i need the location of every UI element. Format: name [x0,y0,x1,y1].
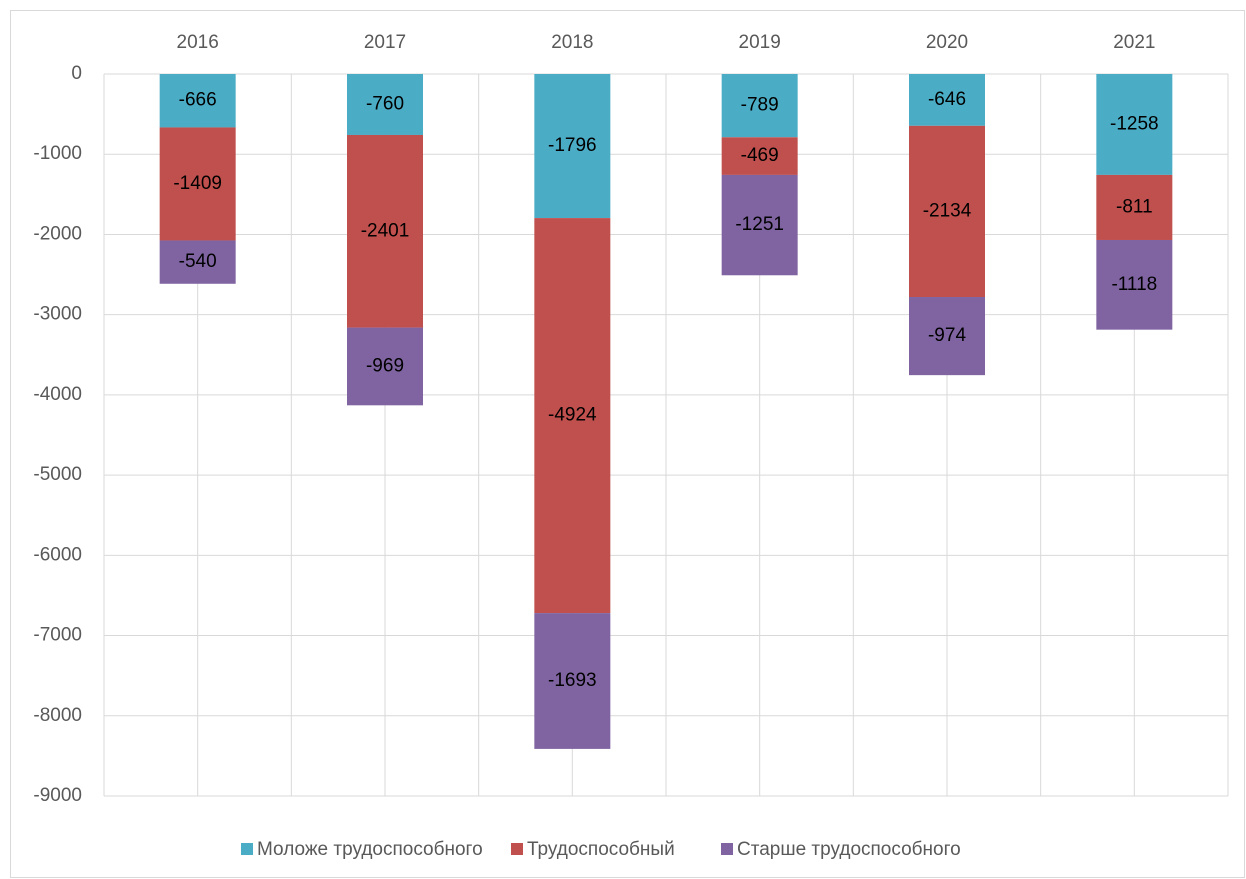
legend-swatch [511,843,523,855]
x-tick-label: 2019 [739,32,781,53]
legend-swatch [241,843,253,855]
data-label: -666 [179,90,217,111]
data-label: -540 [179,251,217,272]
legend-label: Старше трудоспособного [737,839,961,860]
bar-segment [159,74,236,128]
legend-swatch [721,843,733,855]
bar-segment [1096,74,1173,175]
bar-segment [721,137,798,175]
y-tick-label: -9000 [33,785,82,806]
bar-segment [721,174,798,276]
data-label: -2134 [923,200,972,221]
x-tick-label: 2017 [364,32,406,53]
y-tick-label: -7000 [33,625,82,646]
bar-segment [347,74,423,135]
bar-segment [721,74,798,138]
data-label: -469 [741,145,779,166]
data-label: -1409 [173,173,222,194]
bar-segment [534,218,611,614]
y-tick-label: -6000 [33,544,82,565]
legend-label: Трудоспособный [527,839,675,860]
data-label: -1258 [1110,113,1159,134]
x-tick-label: 2020 [926,32,968,53]
x-tick-label: 2018 [551,32,593,53]
x-tick-label: 2016 [177,32,219,53]
bar-segment [159,240,236,284]
x-tick-label: 2021 [1113,32,1155,53]
bar-segment [909,297,985,376]
bar-segment [1096,239,1173,330]
bar-segment [534,74,611,219]
data-label: -1251 [735,214,784,235]
data-label: -1118 [1111,274,1157,295]
y-tick-label: -4000 [33,384,82,405]
bar-segment [1096,174,1173,240]
data-label: -1796 [548,135,597,156]
bar-segment [909,74,985,126]
data-label: -760 [366,94,404,115]
bar-segment [909,125,985,298]
data-label: -969 [366,355,404,376]
y-tick-label: -8000 [33,705,82,726]
data-label: -2401 [361,220,410,241]
data-label: -811 [1116,196,1153,217]
bar-segment [534,613,611,749]
bar-segment [159,127,236,241]
data-label: -789 [741,95,779,116]
data-label: -646 [928,89,966,110]
data-label: -974 [928,325,966,346]
y-tick-label: -3000 [33,304,82,325]
bar-segment [347,134,423,328]
data-label: -4924 [548,405,597,426]
y-tick-label: 0 [71,63,82,84]
y-tick-label: -2000 [33,223,82,244]
bar-segment [347,327,423,406]
legend-label: Моложе трудоспособного [257,839,483,860]
y-tick-label: -1000 [33,143,82,164]
y-tick-label: -5000 [33,464,82,485]
data-label: -1693 [548,670,597,691]
